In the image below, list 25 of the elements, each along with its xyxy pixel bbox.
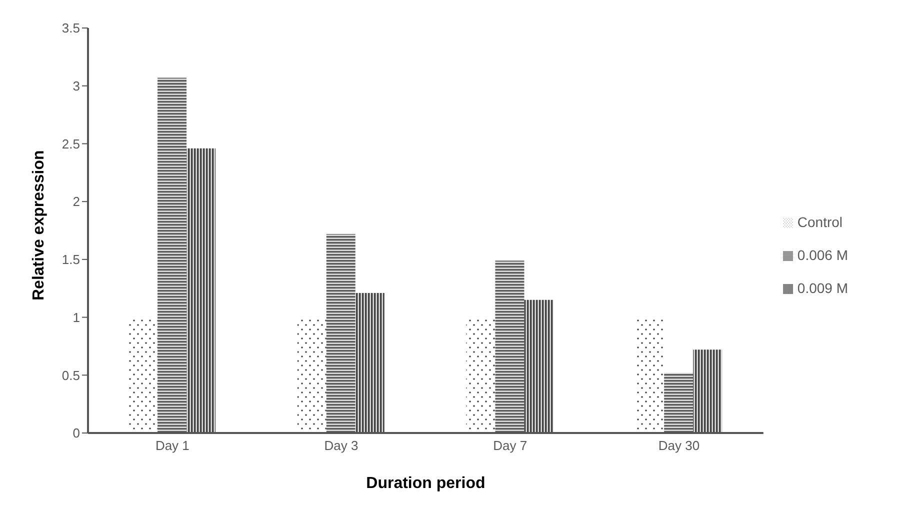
- x-tick-label: Day 1: [155, 438, 190, 454]
- y-tick-label: 1: [72, 310, 80, 325]
- bar: [495, 260, 524, 433]
- y-axis-title: Relative expression: [30, 150, 48, 300]
- x-tick-label: Day 7: [493, 438, 528, 454]
- bar: [158, 78, 187, 433]
- bar: [186, 148, 216, 433]
- y-tick-label: 1.5: [62, 252, 80, 268]
- bar: [326, 234, 356, 433]
- x-tick-label: Day 30: [658, 438, 700, 454]
- bar: [355, 292, 384, 433]
- bar: [693, 350, 722, 433]
- legend-label: Control: [797, 214, 843, 230]
- legend-label: 0.006 M: [797, 247, 848, 263]
- x-axis-title: Duration period: [366, 475, 486, 492]
- bar: [664, 372, 694, 433]
- y-tick-label: 2: [72, 194, 80, 210]
- y-tick-label: 3.5: [62, 20, 80, 36]
- bar: [524, 300, 554, 433]
- y-tick-label: 0: [72, 426, 80, 441]
- x-tick-label: Day 3: [324, 438, 358, 454]
- y-tick-label: 0.5: [62, 368, 80, 383]
- y-tick-label: 3: [72, 78, 80, 94]
- legend-label: 0.009 M: [797, 280, 848, 296]
- y-tick-label: 2.5: [62, 136, 80, 152]
